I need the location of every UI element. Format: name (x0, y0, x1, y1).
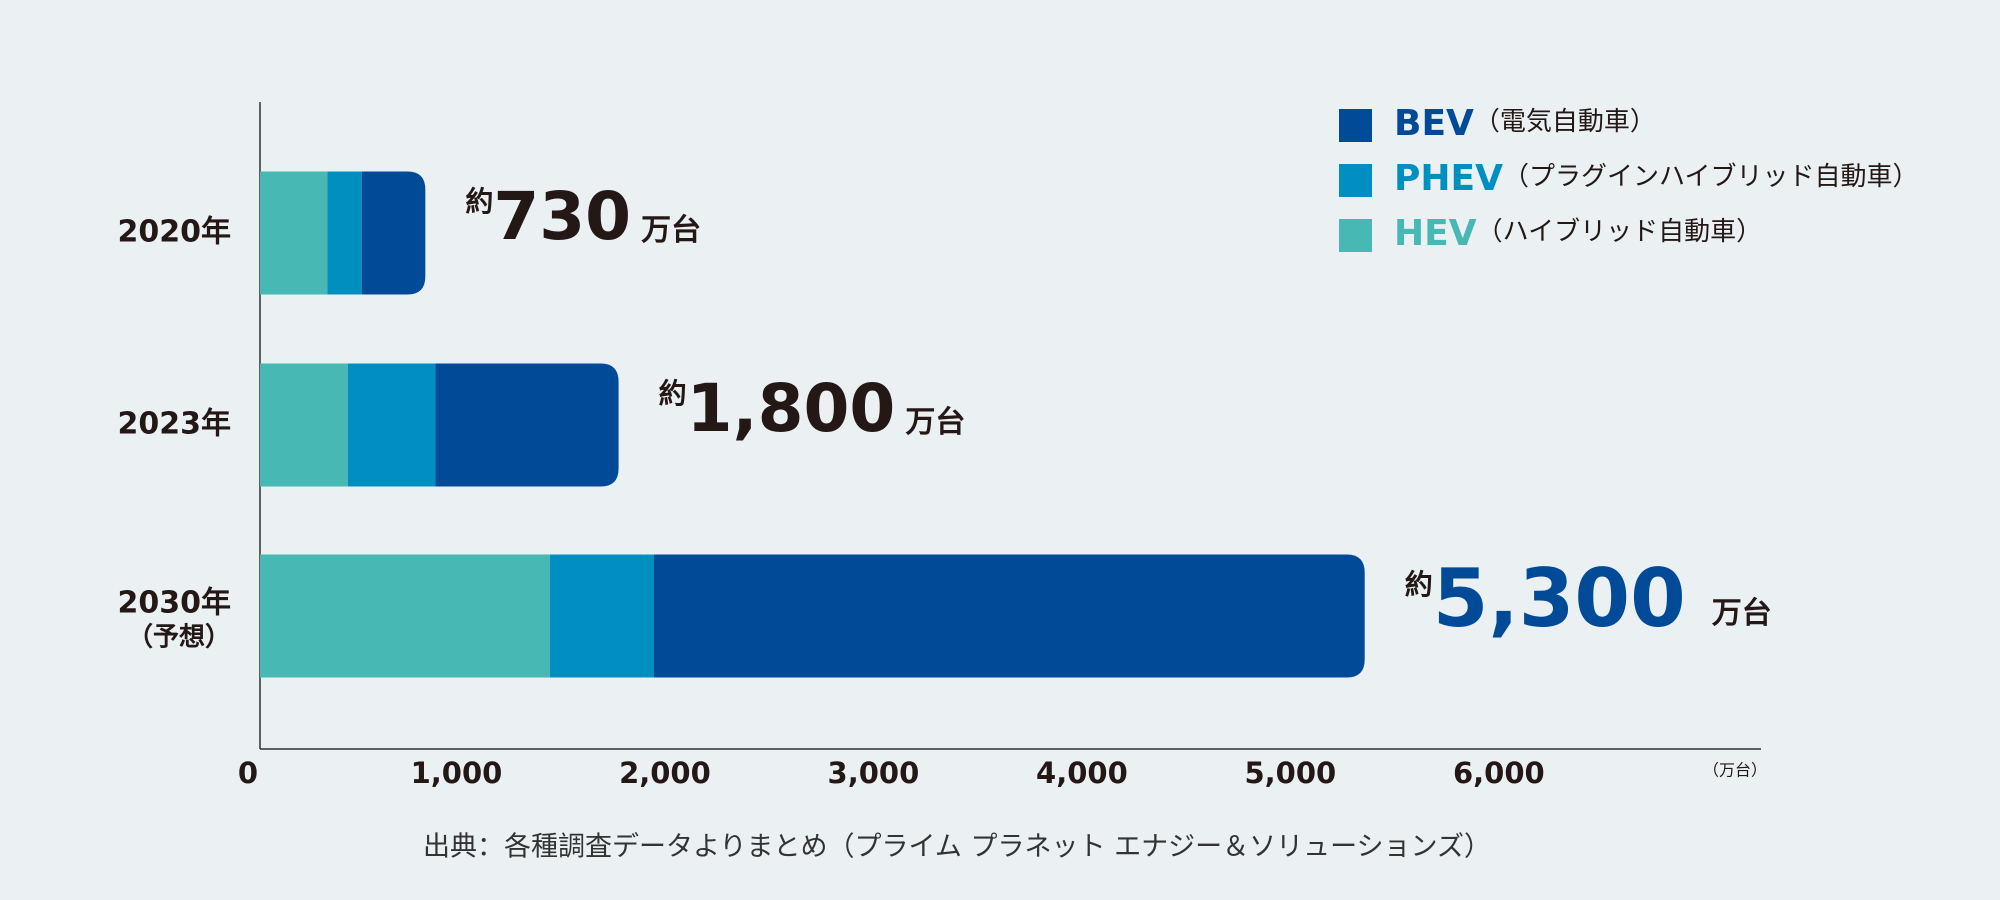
total-unit: 万台 (1712, 596, 1772, 631)
legend-description: （プラグインハイブリッド自動車） (1503, 162, 1918, 192)
bar-segment (549, 554, 655, 678)
source: 出典：各種調査データよりまとめ（プライム プラネット エナジー＆ソリューションズ… (423, 832, 1491, 863)
bar-segment (327, 171, 362, 295)
legend-description: （電気自動車） (1474, 107, 1656, 137)
x-tick-label: 6,000 (1453, 756, 1545, 790)
bar-segment (347, 363, 436, 487)
total-label: 約5,300 万台 (1405, 552, 1772, 645)
category-note: （予想） (127, 623, 231, 653)
total-prefix: 約 (465, 185, 493, 218)
legend-swatch (1339, 219, 1372, 252)
bar-segment (361, 171, 426, 295)
x-tick-label: 0 (238, 756, 258, 790)
x-tick-label: 4,000 (1036, 756, 1128, 790)
total-label: 約730 万台 (465, 178, 701, 255)
legend-name: BEV (1394, 103, 1474, 144)
bar-segment (260, 171, 328, 295)
category-label: 2020年 (118, 215, 232, 250)
x-tick-label: 2,000 (619, 756, 711, 790)
legend-description: （ハイブリッド自動車） (1477, 217, 1762, 247)
x-tick-label: 5,000 (1244, 756, 1336, 790)
category-label: 2023年 (118, 407, 232, 442)
legend-swatch (1339, 109, 1372, 142)
total-unit: 万台 (905, 405, 965, 440)
total-prefix: 約 (659, 377, 687, 410)
x-tick-label: 3,000 (828, 756, 920, 790)
legend-swatch (1339, 164, 1372, 197)
total-value: 730 (493, 178, 631, 255)
bar-segment (435, 363, 619, 487)
legend-label: HEV（ハイブリッド自動車） (1394, 213, 1762, 254)
total-unit: 万台 (641, 213, 701, 248)
bar-segment (260, 363, 348, 487)
bar-segment (260, 554, 550, 678)
total-value: 5,300 (1433, 552, 1686, 645)
x-tick-label: 1,000 (411, 756, 503, 790)
legend-label: PHEV（プラグインハイブリッド自動車） (1394, 158, 1918, 199)
total-value: 1,800 (687, 370, 896, 447)
total-prefix: 約 (1405, 568, 1433, 601)
legend-label: BEV（電気自動車） (1394, 103, 1656, 144)
bar-segment (654, 554, 1365, 678)
x-unit: （万台） (1703, 761, 1767, 780)
total-label: 約1,800 万台 (659, 370, 966, 447)
legend-name: PHEV (1394, 158, 1503, 199)
category-label: 2030年 (118, 586, 232, 621)
legend-name: HEV (1394, 213, 1477, 254)
